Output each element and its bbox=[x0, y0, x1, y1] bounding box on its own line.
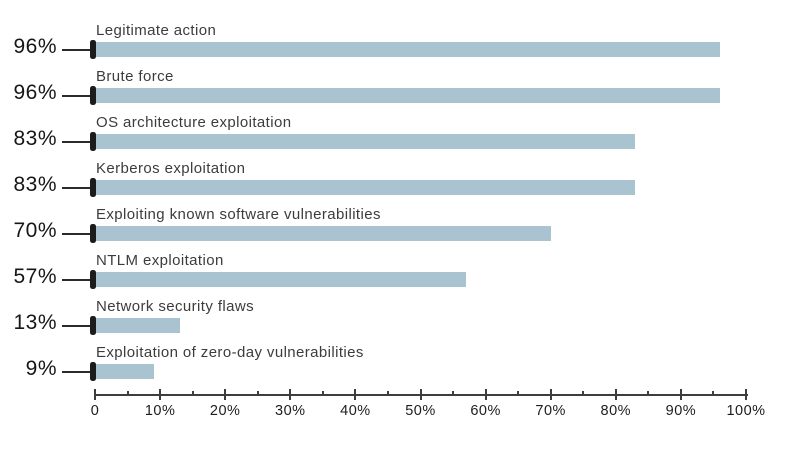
x-axis-tick-minor bbox=[517, 391, 520, 395]
x-axis-line bbox=[95, 394, 748, 396]
bar bbox=[95, 42, 720, 57]
bar-start-marker bbox=[90, 86, 96, 105]
value-label: 70% bbox=[13, 219, 57, 242]
category-label: OS architecture exploitation bbox=[96, 114, 292, 131]
bar bbox=[95, 134, 636, 149]
bar bbox=[95, 180, 636, 195]
value-label: 57% bbox=[13, 265, 57, 288]
bar bbox=[95, 364, 154, 379]
value-label: 96% bbox=[13, 81, 57, 104]
category-label: Kerberos exploitation bbox=[96, 160, 246, 177]
category-label: Exploitation of zero-day vulnerabilities bbox=[96, 344, 364, 361]
bar-start-marker bbox=[90, 362, 96, 381]
x-axis-tick-minor bbox=[647, 391, 650, 395]
x-axis-tick-minor bbox=[452, 391, 455, 395]
x-axis-tick-label: 100% bbox=[726, 403, 766, 419]
bar-start-marker bbox=[90, 316, 96, 335]
leader-line bbox=[62, 278, 90, 281]
x-axis-tick-major bbox=[419, 389, 422, 400]
bar-start-marker bbox=[90, 270, 96, 289]
category-label: Legitimate action bbox=[96, 22, 217, 39]
bar-start-marker bbox=[90, 178, 96, 197]
x-axis-tick-minor bbox=[321, 391, 324, 395]
bar bbox=[95, 88, 720, 103]
x-axis-tick-major bbox=[94, 389, 96, 400]
x-axis-tick-major bbox=[354, 389, 357, 400]
bar-start-marker bbox=[90, 132, 96, 151]
category-label: Brute force bbox=[96, 68, 174, 85]
leader-line bbox=[62, 186, 90, 189]
x-axis-tick-label: 30% bbox=[275, 403, 306, 419]
x-axis-tick-minor bbox=[582, 391, 585, 395]
bar-start-marker bbox=[90, 224, 96, 243]
leader-line bbox=[62, 324, 90, 327]
category-label: Exploiting known software vulnerabilitie… bbox=[96, 206, 381, 223]
x-axis-tick-label: 80% bbox=[600, 403, 632, 419]
x-axis-tick-label: 20% bbox=[209, 403, 241, 419]
x-axis-tick-minor bbox=[256, 391, 259, 395]
x-axis-tick-major bbox=[679, 389, 682, 400]
category-label: NTLM exploitation bbox=[96, 252, 224, 269]
leader-line bbox=[62, 94, 90, 97]
bar-start-marker bbox=[90, 40, 96, 59]
x-axis-tick-label: 70% bbox=[535, 403, 566, 419]
x-axis-tick-label: 40% bbox=[340, 403, 371, 419]
x-axis-tick-major bbox=[745, 389, 747, 400]
leader-line bbox=[62, 140, 90, 143]
x-axis-tick-minor bbox=[712, 391, 715, 395]
x-axis-tick-label: 10% bbox=[144, 403, 176, 419]
value-label: 83% bbox=[13, 127, 57, 150]
leader-line bbox=[62, 48, 90, 51]
x-axis-tick-major bbox=[159, 389, 162, 400]
x-axis-tick-major bbox=[484, 389, 487, 400]
x-axis-tick-label: 90% bbox=[665, 403, 697, 419]
x-axis-tick-major bbox=[224, 389, 227, 400]
bar bbox=[95, 226, 551, 241]
value-label: 83% bbox=[13, 173, 57, 196]
x-axis-tick-minor bbox=[126, 391, 129, 395]
category-label: Network security flaws bbox=[96, 298, 255, 315]
bar bbox=[95, 272, 467, 287]
x-axis-tick-major bbox=[614, 389, 617, 400]
x-axis-tick-minor bbox=[191, 391, 194, 395]
value-label: 13% bbox=[13, 311, 57, 334]
x-axis-tick-label: 60% bbox=[470, 403, 501, 419]
x-axis-tick-minor bbox=[386, 391, 389, 395]
x-axis-tick-major bbox=[549, 389, 552, 400]
value-label: 9% bbox=[25, 357, 57, 380]
bar bbox=[95, 318, 180, 333]
value-label: 96% bbox=[13, 35, 57, 58]
x-axis-tick-label: 50% bbox=[405, 403, 436, 419]
x-axis-tick-label: 0 bbox=[90, 403, 100, 419]
x-axis-tick-major bbox=[289, 389, 292, 400]
leader-line bbox=[62, 232, 90, 235]
leader-line bbox=[62, 370, 90, 373]
